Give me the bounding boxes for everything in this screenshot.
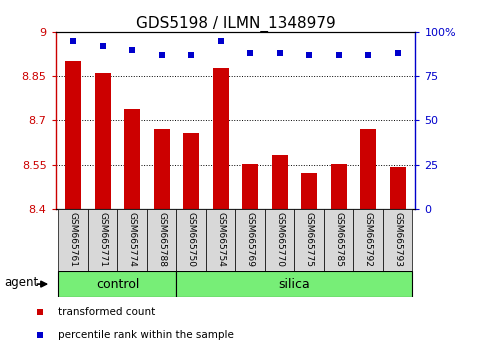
Bar: [58, 271, 176, 297]
Bar: [324, 209, 354, 271]
Bar: [390, 167, 406, 209]
Text: GSM665750: GSM665750: [187, 212, 196, 267]
Text: GSM665793: GSM665793: [393, 212, 402, 267]
Text: GSM665761: GSM665761: [69, 212, 78, 267]
Text: GSM665774: GSM665774: [128, 212, 137, 267]
Bar: [301, 173, 317, 209]
Bar: [360, 129, 376, 209]
Text: agent: agent: [4, 276, 39, 289]
Bar: [295, 209, 324, 271]
Bar: [183, 133, 199, 209]
Bar: [88, 209, 117, 271]
Text: GSM665770: GSM665770: [275, 212, 284, 267]
Text: percentile rank within the sample: percentile rank within the sample: [58, 330, 234, 341]
Text: GSM665792: GSM665792: [364, 212, 373, 267]
Bar: [206, 209, 236, 271]
Bar: [354, 209, 383, 271]
Bar: [242, 164, 258, 209]
Bar: [147, 209, 176, 271]
Title: GDS5198 / ILMN_1348979: GDS5198 / ILMN_1348979: [136, 16, 335, 32]
Bar: [95, 73, 111, 209]
Bar: [236, 209, 265, 271]
Bar: [65, 61, 81, 209]
Bar: [213, 68, 229, 209]
Bar: [124, 109, 141, 209]
Bar: [58, 209, 88, 271]
Bar: [154, 129, 170, 209]
Text: control: control: [96, 278, 139, 291]
Text: GSM665785: GSM665785: [334, 212, 343, 267]
Bar: [271, 155, 288, 209]
Bar: [117, 209, 147, 271]
Bar: [383, 209, 412, 271]
Bar: [265, 209, 295, 271]
Text: silica: silica: [279, 278, 310, 291]
Text: GSM665771: GSM665771: [98, 212, 107, 267]
Bar: [176, 209, 206, 271]
Text: transformed count: transformed count: [58, 307, 155, 318]
Bar: [330, 164, 347, 209]
Text: GSM665775: GSM665775: [305, 212, 313, 267]
Bar: [176, 271, 412, 297]
Text: GSM665788: GSM665788: [157, 212, 166, 267]
Text: GSM665769: GSM665769: [246, 212, 255, 267]
Text: GSM665754: GSM665754: [216, 212, 225, 267]
